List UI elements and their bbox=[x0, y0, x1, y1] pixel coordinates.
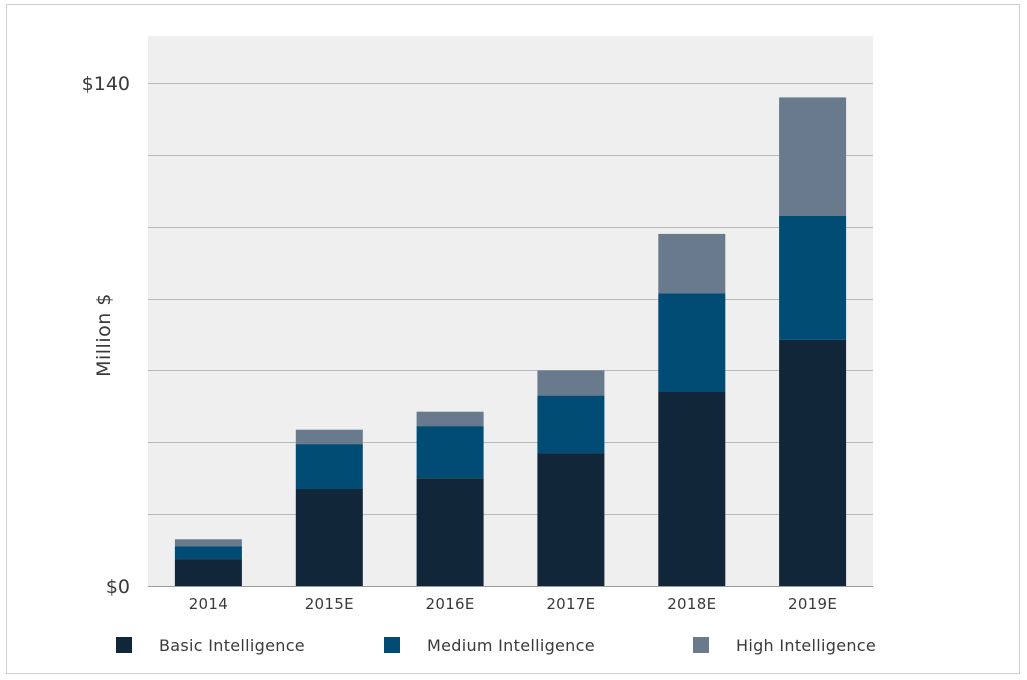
x-tick-label: 2016E bbox=[426, 595, 475, 613]
legend-label: High Intelligence bbox=[736, 636, 876, 655]
legend: Basic Intelligence Medium Intelligence Hig… bbox=[116, 636, 876, 655]
legend-label: Medium Intelligence bbox=[427, 636, 595, 655]
bar-2019E-basic-intelligence bbox=[779, 339, 847, 586]
bar-2017E-high-intelligence bbox=[537, 370, 605, 396]
x-tick-label: 2019E bbox=[788, 595, 837, 613]
x-tick-label: 2014 bbox=[189, 595, 228, 613]
bar-2014-high-intelligence bbox=[174, 539, 242, 547]
x-tick-label: 2015E bbox=[305, 595, 354, 613]
y-tick-label-max: $140 bbox=[82, 73, 130, 95]
legend-swatch bbox=[116, 637, 132, 653]
bar-2015E-medium-intelligence bbox=[295, 444, 363, 489]
y-axis-label: Million $ bbox=[93, 293, 115, 377]
bar-2019E-high-intelligence bbox=[779, 97, 847, 216]
bar-2018E-medium-intelligence bbox=[658, 293, 726, 392]
bar-2018E-basic-intelligence bbox=[658, 392, 726, 586]
x-tick-labels: 2014 2015E 2016E 2017E 2018E 2019E bbox=[189, 595, 837, 613]
bar-2017E-basic-intelligence bbox=[537, 453, 605, 586]
bar-2017E-medium-intelligence bbox=[537, 395, 605, 454]
legend-swatch bbox=[693, 637, 709, 653]
legend-label: Basic Intelligence bbox=[159, 636, 305, 655]
bar-2014-basic-intelligence bbox=[174, 559, 242, 586]
bar-2016E-medium-intelligence bbox=[416, 426, 484, 479]
bar-2015E-high-intelligence bbox=[295, 429, 363, 445]
bars bbox=[174, 97, 847, 586]
bar-2019E-medium-intelligence bbox=[779, 215, 847, 340]
gridlines bbox=[148, 83, 873, 515]
x-tick-label: 2018E bbox=[667, 595, 716, 613]
legend-swatch bbox=[384, 637, 400, 653]
bar-2015E-basic-intelligence bbox=[295, 489, 363, 586]
bar-2014-medium-intelligence bbox=[174, 546, 242, 560]
x-tick-label: 2017E bbox=[546, 595, 595, 613]
bar-2016E-basic-intelligence bbox=[416, 478, 484, 586]
y-tick-label-min: $0 bbox=[106, 576, 130, 598]
plot-area bbox=[148, 36, 873, 586]
bar-2018E-high-intelligence bbox=[658, 233, 726, 294]
bar-2016E-high-intelligence bbox=[416, 411, 484, 427]
